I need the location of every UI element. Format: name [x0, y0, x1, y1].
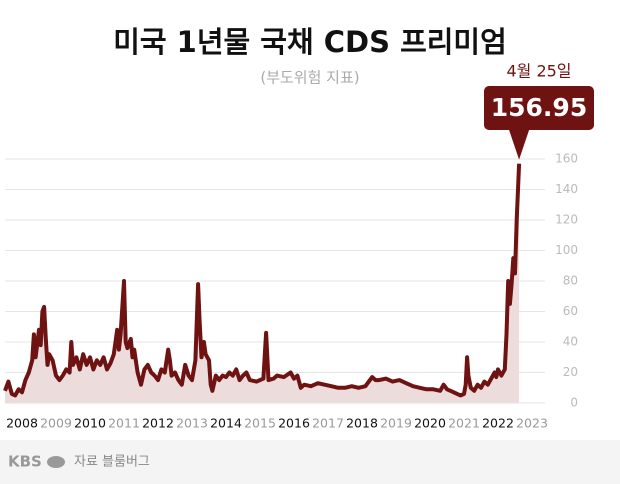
annotation-box — [484, 86, 594, 130]
x-tick-label: 2009 — [40, 416, 72, 431]
annotation-pointer — [509, 130, 530, 160]
x-tick-label: 2015 — [244, 416, 276, 431]
x-tick-label: 2020 — [414, 416, 446, 431]
y-tick-label: 100 — [555, 243, 578, 257]
y-tick-label: 60 — [563, 304, 578, 318]
footer-logo: KBS — [8, 453, 42, 471]
x-tick-label: 2019 — [380, 416, 412, 431]
line — [3, 163, 522, 398]
y-tick-label: 40 — [563, 335, 578, 349]
footer-bar — [0, 440, 620, 484]
footer-source: 자료 블룸버그 — [74, 455, 150, 470]
x-tick-label: 2010 — [74, 416, 106, 431]
y-tick-label: 120 — [555, 213, 578, 227]
y-tick-label: 0 — [570, 396, 578, 410]
x-tick-label: 2022 — [482, 416, 514, 431]
x-tick-label: 2021 — [448, 416, 480, 431]
y-tick-label: 20 — [563, 365, 578, 379]
y-tick-label: 160 — [555, 152, 578, 166]
chart-title: 미국 1년물 국채 CDS 프리미엄 — [113, 25, 507, 59]
x-tick-label: 2018 — [346, 416, 378, 431]
x-tick-label: 2017 — [312, 416, 344, 431]
x-tick-label: 2014 — [210, 416, 242, 431]
y-tick-label: 80 — [563, 274, 578, 288]
x-tick-label: 2023 — [516, 416, 548, 431]
chart-subtitle: (부도위험 지표) — [260, 69, 359, 87]
annotation-date: 4월 25일 — [506, 62, 571, 81]
logo-icon — [47, 456, 65, 468]
x-tick-label: 2012 — [142, 416, 174, 431]
x-tick-label: 2013 — [176, 416, 208, 431]
x-tick-label: 2011 — [108, 416, 140, 431]
y-tick-label: 140 — [555, 182, 578, 196]
annotation-value: 156.95 — [491, 93, 587, 122]
x-tick-label: 2008 — [6, 416, 38, 431]
x-tick-label: 2016 — [278, 416, 310, 431]
